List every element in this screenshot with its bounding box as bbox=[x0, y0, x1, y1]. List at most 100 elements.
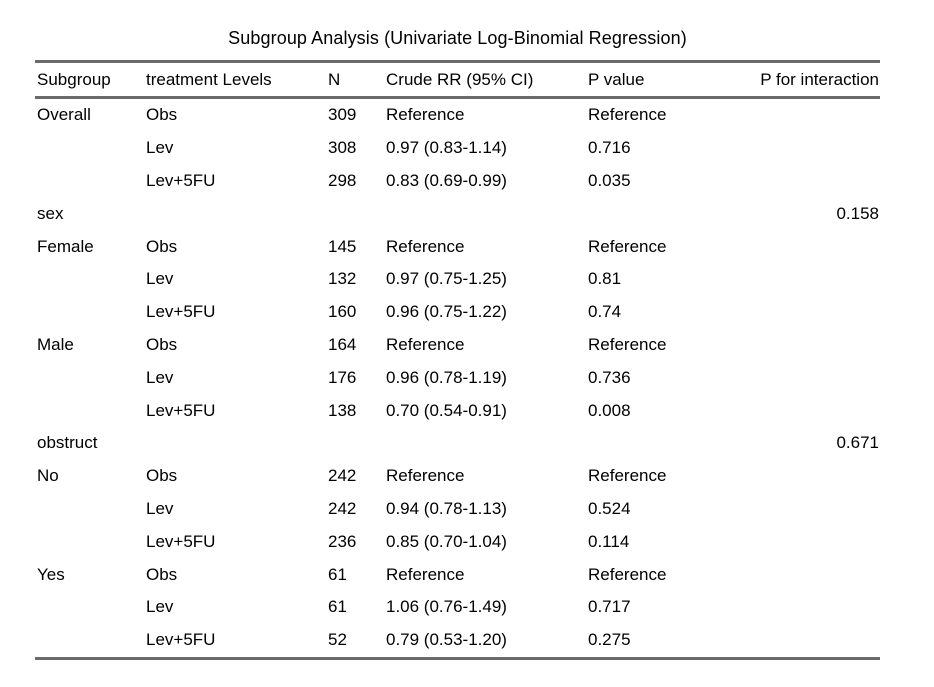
table-body: Overall Obs 309 Reference Reference Lev 308 0.9… bbox=[35, 98, 880, 659]
table-cell bbox=[733, 460, 880, 493]
table-cell: 132 bbox=[328, 269, 357, 289]
table-cell: Obs bbox=[146, 334, 178, 354]
header-subgroup: Subgroup bbox=[37, 69, 111, 89]
table-cell bbox=[733, 525, 880, 558]
table-cell: Lev+5FU bbox=[146, 302, 216, 322]
table-cell: Reference bbox=[386, 236, 465, 256]
table-cell: Reference bbox=[386, 105, 465, 125]
table-cell: Lev bbox=[146, 498, 174, 518]
table-cell: 308 bbox=[328, 138, 357, 158]
table-cell bbox=[328, 197, 386, 230]
header-crude-rr: Crude RR (95% CI) bbox=[386, 69, 534, 89]
table-cell: obstruct bbox=[37, 433, 98, 453]
header-n: N bbox=[328, 69, 341, 89]
subgroup-analysis-table: Subgroup treatment Levels N Crude RR (95… bbox=[35, 60, 880, 660]
table-cell: Overall bbox=[37, 105, 91, 125]
table-cell bbox=[733, 230, 880, 263]
table-cell: Lev bbox=[146, 269, 174, 289]
table-cell bbox=[35, 525, 146, 558]
table-cell: 0.96 (0.78-1.19) bbox=[386, 367, 507, 387]
table-cell: 236 bbox=[328, 531, 357, 551]
table-row: Lev 242 0.94 (0.78-1.13) 0.524 bbox=[35, 493, 880, 526]
table-row: Overall Obs 309 Reference Reference bbox=[35, 98, 880, 132]
table-cell: 61 bbox=[328, 564, 347, 584]
table-row: No Obs 242 Reference Reference bbox=[35, 460, 880, 493]
table-row: sex 0.158 bbox=[35, 197, 880, 230]
table-cell: 0.83 (0.69-0.99) bbox=[386, 170, 507, 190]
header-treatment-levels: treatment Levels bbox=[146, 69, 272, 89]
table-cell bbox=[35, 296, 146, 329]
table-cell: 138 bbox=[328, 400, 357, 420]
header-p-value: P value bbox=[588, 69, 645, 89]
table-cell: sex bbox=[37, 203, 64, 223]
table-cell: Yes bbox=[37, 564, 65, 584]
table-row: Lev 132 0.97 (0.75-1.25) 0.81 bbox=[35, 263, 880, 296]
table-cell: Lev bbox=[146, 597, 174, 617]
table-row: Lev+5FU 160 0.96 (0.75-1.22) 0.74 bbox=[35, 296, 880, 329]
table-cell bbox=[733, 394, 880, 427]
table-cell: 0.70 (0.54-0.91) bbox=[386, 400, 507, 420]
table-row: Male Obs 164 Reference Reference bbox=[35, 329, 880, 362]
table-cell: 0.717 bbox=[588, 597, 631, 617]
table-cell bbox=[35, 624, 146, 658]
table-cell bbox=[733, 361, 880, 394]
table-cell bbox=[733, 296, 880, 329]
table-row: Lev 176 0.96 (0.78-1.19) 0.736 bbox=[35, 361, 880, 394]
table-cell bbox=[733, 624, 880, 658]
table-cell: 0.736 bbox=[588, 367, 631, 387]
table-cell: 0.85 (0.70-1.04) bbox=[386, 531, 507, 551]
table-cell bbox=[733, 558, 880, 591]
table-cell: 0.158 bbox=[836, 203, 879, 223]
table-cell bbox=[35, 493, 146, 526]
header-row: Subgroup treatment Levels N Crude RR (95… bbox=[35, 62, 880, 98]
table-row: obstruct 0.671 bbox=[35, 427, 880, 460]
table-row: Female Obs 145 Reference Reference bbox=[35, 230, 880, 263]
table-cell bbox=[733, 98, 880, 132]
table-cell: 61 bbox=[328, 597, 347, 617]
table-cell: 160 bbox=[328, 302, 357, 322]
table-cell bbox=[146, 197, 328, 230]
table-cell: Reference bbox=[588, 334, 667, 354]
table-cell: 0.524 bbox=[588, 498, 631, 518]
table-cell: 0.716 bbox=[588, 138, 631, 158]
table-cell bbox=[146, 427, 328, 460]
table-cell: Obs bbox=[146, 236, 178, 256]
table-row: Yes Obs 61 Reference Reference bbox=[35, 558, 880, 591]
table-cell bbox=[588, 427, 733, 460]
table-cell: Reference bbox=[588, 466, 667, 486]
table-cell: 0.114 bbox=[588, 531, 630, 551]
table-cell bbox=[35, 132, 146, 165]
table-cell bbox=[35, 263, 146, 296]
table-cell: 242 bbox=[328, 498, 357, 518]
table-cell: 242 bbox=[328, 466, 357, 486]
table-cell: 52 bbox=[328, 630, 347, 650]
table-cell: 0.97 (0.83-1.14) bbox=[386, 138, 507, 158]
table-cell: Lev bbox=[146, 367, 174, 387]
subgroup-analysis-figure: Subgroup Analysis (Univariate Log-Binomi… bbox=[35, 0, 880, 660]
table-cell: Reference bbox=[588, 564, 667, 584]
table-cell bbox=[733, 263, 880, 296]
table-cell: 309 bbox=[328, 105, 357, 125]
table-cell: 145 bbox=[328, 236, 357, 256]
table-cell: 298 bbox=[328, 170, 357, 190]
table-title: Subgroup Analysis (Univariate Log-Binomi… bbox=[228, 28, 687, 48]
table-header: Subgroup treatment Levels N Crude RR (95… bbox=[35, 62, 880, 98]
table-cell: 0.671 bbox=[836, 433, 879, 453]
table-row: Lev+5FU 52 0.79 (0.53-1.20) 0.275 bbox=[35, 624, 880, 658]
table-cell: 0.79 (0.53-1.20) bbox=[386, 630, 507, 650]
table-cell bbox=[733, 493, 880, 526]
table-cell bbox=[733, 329, 880, 362]
table-cell bbox=[35, 394, 146, 427]
table-cell: 176 bbox=[328, 367, 357, 387]
table-cell: Male bbox=[37, 334, 74, 354]
table-row: Lev+5FU 298 0.83 (0.69-0.99) 0.035 bbox=[35, 165, 880, 198]
table-cell bbox=[35, 591, 146, 624]
table-cell: Female bbox=[37, 236, 94, 256]
table-cell: 0.81 bbox=[588, 269, 622, 289]
table-cell bbox=[35, 361, 146, 394]
table-cell: 0.275 bbox=[588, 630, 631, 650]
table-row: Lev 308 0.97 (0.83-1.14) 0.716 bbox=[35, 132, 880, 165]
table-cell: Obs bbox=[146, 105, 178, 125]
table-cell bbox=[733, 165, 880, 198]
table-cell: Lev+5FU bbox=[146, 531, 216, 551]
